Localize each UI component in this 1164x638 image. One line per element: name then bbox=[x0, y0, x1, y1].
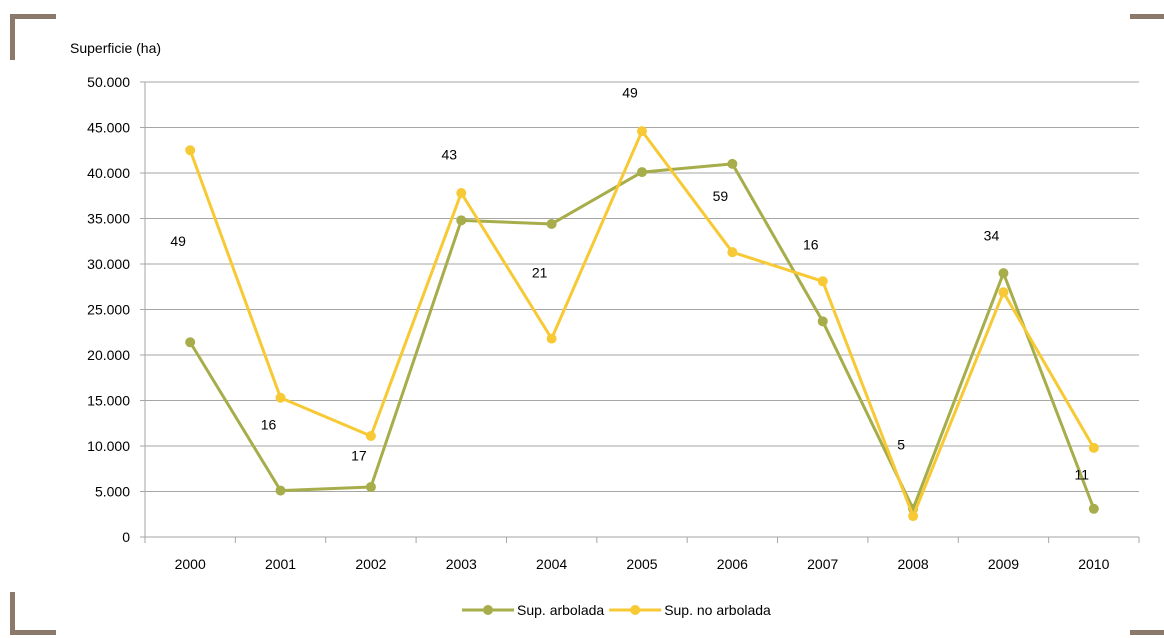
x-tick-label: 2002 bbox=[355, 556, 386, 572]
data-point bbox=[817, 276, 828, 287]
corner-bracket-top-left-v bbox=[10, 14, 15, 60]
x-tick-label: 2004 bbox=[536, 556, 567, 572]
data-point bbox=[185, 145, 196, 156]
y-tick-label: 0 bbox=[122, 529, 130, 545]
data-point bbox=[275, 392, 286, 403]
y-tick-label: 20.000 bbox=[87, 347, 130, 363]
data-annotation: 34 bbox=[984, 227, 1000, 243]
y-tick-label: 30.000 bbox=[87, 256, 130, 272]
x-tick-label: 2005 bbox=[626, 556, 657, 572]
data-annotation: 11 bbox=[1075, 467, 1090, 483]
data-annotation: 49 bbox=[622, 84, 638, 100]
data-annotation: 5 bbox=[897, 437, 905, 453]
x-tick-label: 2001 bbox=[265, 556, 296, 572]
x-tick-label: 2008 bbox=[898, 556, 929, 572]
series-line-2 bbox=[188, 129, 1096, 518]
data-point bbox=[546, 218, 557, 229]
x-tick-label: 2000 bbox=[175, 556, 206, 572]
legend-swatch-marker bbox=[630, 605, 641, 615]
legend-label: Sup. arbolada bbox=[517, 602, 604, 618]
annotations: 49 16 17 43 21 49 59 16 5 34 11 bbox=[170, 84, 1089, 482]
corner-bracket-bottom-right-h bbox=[1130, 630, 1164, 635]
corner-bracket-top-left-h bbox=[10, 14, 56, 19]
grid-lines bbox=[145, 81, 1139, 492]
y-tick-label: 45.000 bbox=[87, 120, 130, 136]
corner-bracket-bottom-left-h bbox=[10, 630, 56, 635]
data-point bbox=[817, 316, 828, 327]
x-tick-label: 2007 bbox=[807, 556, 838, 572]
x-axis: 2000 2001 2002 2003 2004 2005 2006 2007 2008 2009… bbox=[144, 82, 1140, 572]
data-point bbox=[637, 167, 647, 178]
x-tick-label: 2003 bbox=[446, 556, 477, 572]
corner-bracket-bottom-left-v bbox=[10, 592, 15, 635]
data-point bbox=[365, 481, 376, 492]
data-point bbox=[908, 511, 919, 522]
series-line-1 bbox=[188, 162, 1096, 511]
y-tick-label: 40.000 bbox=[87, 165, 130, 181]
y-axis-title: Superficie (ha) bbox=[70, 40, 161, 56]
data-point bbox=[727, 158, 738, 169]
legend: Sup. arbolada Sup. no arbolada bbox=[462, 602, 771, 618]
data-point bbox=[1088, 503, 1099, 514]
y-tick-label: 15.000 bbox=[87, 393, 130, 409]
y-tick-label: 5.000 bbox=[95, 484, 130, 500]
y-axis-ticks: 0 5.000 10.000 15.000 20.000 25.000 30.000 35.0… bbox=[87, 74, 145, 545]
data-annotation: 59 bbox=[713, 188, 729, 204]
data-point bbox=[365, 430, 376, 441]
y-tick-label: 10.000 bbox=[87, 438, 130, 454]
data-point bbox=[546, 333, 557, 344]
data-annotation: 16 bbox=[261, 417, 277, 433]
x-tick-label: 2009 bbox=[988, 556, 1019, 572]
data-point bbox=[998, 287, 1009, 298]
y-tick-label: 35.000 bbox=[87, 211, 130, 227]
series-group bbox=[185, 126, 1099, 522]
legend-swatch-marker bbox=[483, 605, 493, 615]
data-annotation: 16 bbox=[803, 236, 819, 252]
data-point bbox=[456, 215, 467, 226]
corner-bracket-top-right-h bbox=[1130, 14, 1164, 19]
data-point bbox=[1088, 442, 1099, 453]
data-annotation: 17 bbox=[351, 448, 367, 464]
legend-label: Sup. no arbolada bbox=[664, 602, 771, 618]
data-point bbox=[998, 268, 1009, 279]
data-point bbox=[275, 485, 286, 496]
y-tick-label: 25.000 bbox=[87, 302, 130, 318]
data-point bbox=[185, 337, 196, 348]
y-tick-label: 50.000 bbox=[87, 74, 130, 90]
data-annotation: 21 bbox=[532, 265, 548, 281]
x-tick-label: 2010 bbox=[1078, 556, 1109, 572]
data-annotation: 43 bbox=[441, 146, 457, 162]
data-point bbox=[456, 188, 467, 199]
data-point bbox=[637, 126, 647, 137]
data-annotation: 49 bbox=[170, 233, 186, 249]
x-tick-label: 2006 bbox=[717, 556, 748, 572]
data-point bbox=[727, 247, 738, 258]
